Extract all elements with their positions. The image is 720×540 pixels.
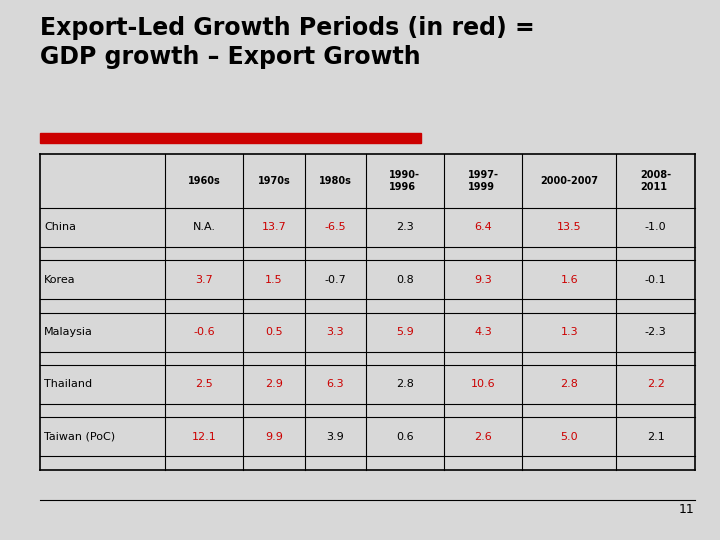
Text: 1.5: 1.5 bbox=[265, 275, 283, 285]
Text: 2.3: 2.3 bbox=[396, 222, 414, 232]
Bar bbox=[40, 133, 421, 143]
Text: 2.1: 2.1 bbox=[647, 432, 665, 442]
Text: Thailand: Thailand bbox=[44, 380, 92, 389]
Text: China: China bbox=[44, 222, 76, 232]
Text: 12.1: 12.1 bbox=[192, 432, 217, 442]
Text: Korea: Korea bbox=[44, 275, 76, 285]
Text: 5.9: 5.9 bbox=[396, 327, 414, 337]
Text: Export-Led Growth Periods (in red) =
GDP growth – Export Growth: Export-Led Growth Periods (in red) = GDP… bbox=[40, 16, 534, 69]
Text: 6.4: 6.4 bbox=[474, 222, 492, 232]
Text: Taiwan (PoC): Taiwan (PoC) bbox=[44, 432, 115, 442]
Text: -2.3: -2.3 bbox=[644, 327, 667, 337]
Text: 2.8: 2.8 bbox=[396, 380, 414, 389]
Text: 10.6: 10.6 bbox=[471, 380, 495, 389]
Text: 6.3: 6.3 bbox=[326, 380, 344, 389]
Text: 2.2: 2.2 bbox=[647, 380, 665, 389]
Text: -6.5: -6.5 bbox=[324, 222, 346, 232]
Text: Malaysia: Malaysia bbox=[44, 327, 93, 337]
Text: -0.6: -0.6 bbox=[194, 327, 215, 337]
Text: 2.9: 2.9 bbox=[265, 380, 283, 389]
Text: 2000-2007: 2000-2007 bbox=[541, 176, 598, 186]
Text: 3.7: 3.7 bbox=[195, 275, 213, 285]
Text: 4.3: 4.3 bbox=[474, 327, 492, 337]
Text: 1.3: 1.3 bbox=[561, 327, 578, 337]
Text: -1.0: -1.0 bbox=[645, 222, 667, 232]
Text: -0.1: -0.1 bbox=[645, 275, 667, 285]
Text: 5.0: 5.0 bbox=[561, 432, 578, 442]
Text: 2.5: 2.5 bbox=[195, 380, 213, 389]
Text: 0.6: 0.6 bbox=[396, 432, 413, 442]
Text: 11: 11 bbox=[679, 503, 695, 516]
Text: 0.8: 0.8 bbox=[396, 275, 414, 285]
Text: 2008-
2011: 2008- 2011 bbox=[640, 170, 671, 192]
Text: 9.3: 9.3 bbox=[474, 275, 492, 285]
Text: 13.5: 13.5 bbox=[557, 222, 582, 232]
Text: 1970s: 1970s bbox=[258, 176, 290, 186]
Text: -0.7: -0.7 bbox=[324, 275, 346, 285]
Text: 1990-
1996: 1990- 1996 bbox=[390, 170, 420, 192]
Text: 1980s: 1980s bbox=[319, 176, 351, 186]
Text: 13.7: 13.7 bbox=[261, 222, 287, 232]
Text: 3.9: 3.9 bbox=[326, 432, 344, 442]
Text: 2.8: 2.8 bbox=[560, 380, 578, 389]
Text: 1960s: 1960s bbox=[188, 176, 220, 186]
Text: 9.9: 9.9 bbox=[265, 432, 283, 442]
Text: 1997-
1999: 1997- 1999 bbox=[468, 170, 499, 192]
Text: 1.6: 1.6 bbox=[561, 275, 578, 285]
Text: N.A.: N.A. bbox=[193, 222, 216, 232]
Text: 3.3: 3.3 bbox=[326, 327, 344, 337]
Text: 0.5: 0.5 bbox=[265, 327, 283, 337]
Text: 2.6: 2.6 bbox=[474, 432, 492, 442]
